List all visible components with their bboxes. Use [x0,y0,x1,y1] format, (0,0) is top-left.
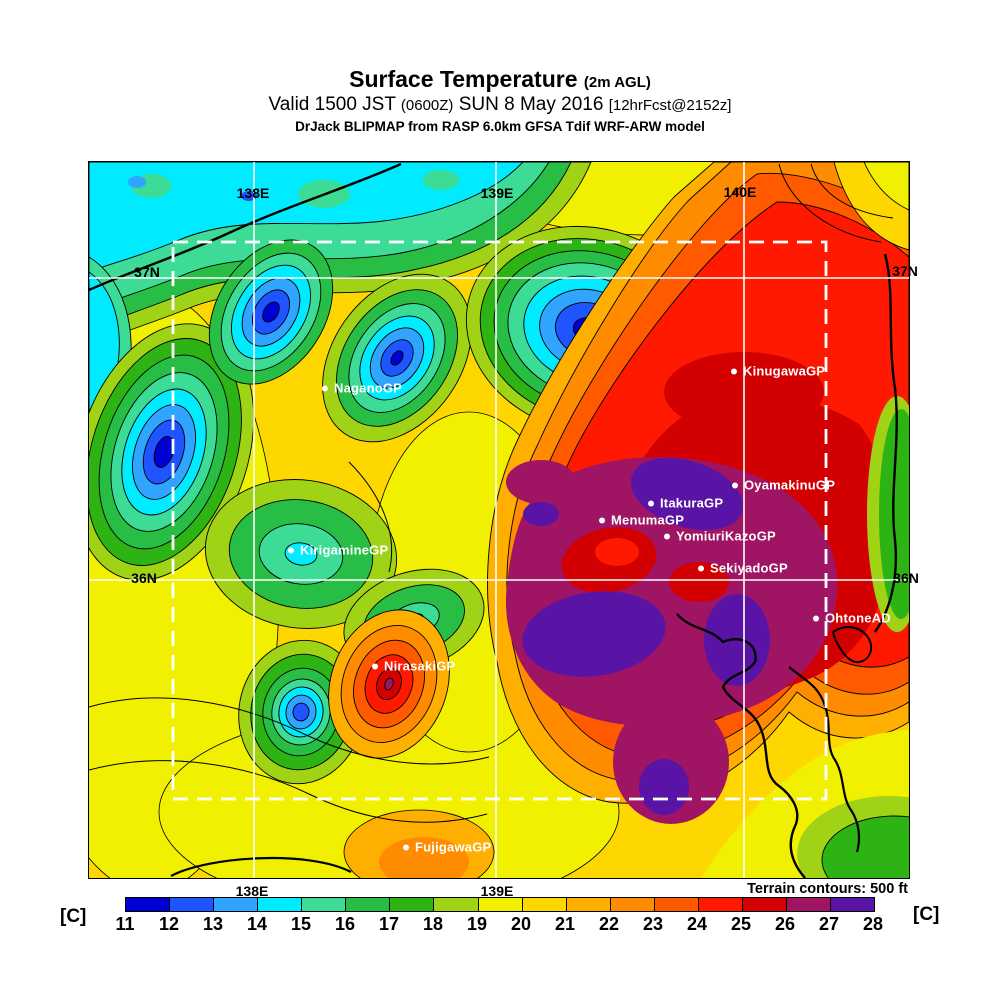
colorbar-tick-22: 22 [598,914,620,934]
valid-time: Valid 1500 JST [268,94,396,116]
colorbar-segment-12 [654,898,699,911]
colorbar-tick-12: 12 [158,914,180,934]
colorbar-tick-15: 15 [290,914,312,934]
colorbar-segment-7 [434,898,479,911]
valid-line: Valid 1500 JST (0600Z) SUN 8 May 2016 [1… [0,94,1000,116]
colorbar-tick-19: 19 [466,914,488,934]
colorbar-segment-2 [214,898,259,911]
temperature-colorbar [125,897,875,912]
colorbar-segment-1 [170,898,215,911]
colorbar-segment-9 [522,898,567,911]
colorbar-tick-24: 24 [686,914,708,934]
colorbar-tick-13: 13 [202,914,224,934]
colorbar-tick-18: 18 [422,914,444,934]
colorbar-segment-11 [610,898,655,911]
domain-boundary-box [171,240,828,801]
valid-date: SUN 8 May 2016 [458,94,604,116]
title-suffix: (2m AGL) [583,74,651,91]
title-block: Surface Temperature (2m AGL) Valid 1500 … [0,66,1000,135]
colorbar-segment-16 [831,898,875,911]
colorbar-segment-14 [742,898,787,911]
terrain-note: Terrain contours: 500 ft [747,881,908,897]
colorbar-segment-5 [346,898,391,911]
unit-label-right: [C] [913,904,940,925]
colorbar-segment-4 [302,898,347,911]
colorbar-tick-23: 23 [642,914,664,934]
title-main: Surface Temperature [349,66,578,92]
colorbar-segment-0 [126,898,171,911]
colorbar-tick-16: 16 [334,914,356,934]
colorbar-segment-10 [566,898,611,911]
colorbar-tick-14: 14 [246,914,268,934]
temperature-map [88,161,910,879]
colorbar-segment-8 [478,898,523,911]
colorbar-tick-20: 20 [510,914,532,934]
colorbar-segment-6 [390,898,435,911]
colorbar-segment-15 [786,898,831,911]
colorbar-tick-25: 25 [730,914,752,934]
colorbar-tick-26: 26 [774,914,796,934]
colorbar-tick-27: 27 [818,914,840,934]
valid-utc: (0600Z) [400,97,454,115]
colorbar-tick-11: 11 [115,914,135,934]
colorbar-tick-17: 17 [378,914,400,934]
colorbar-tick-21: 21 [554,914,576,934]
colorbar-tick-28: 28 [862,914,884,934]
forecast-tag: [12hrFcst@2152z] [608,97,732,115]
colorbar-segment-13 [698,898,743,911]
colorbar-segment-3 [258,898,303,911]
model-line: DrJack BLIPMAP from RASP 6.0km GFSA Tdif… [295,119,705,135]
unit-label-left: [C] [60,906,87,927]
page-title: Surface Temperature (2m AGL) [0,66,1000,92]
